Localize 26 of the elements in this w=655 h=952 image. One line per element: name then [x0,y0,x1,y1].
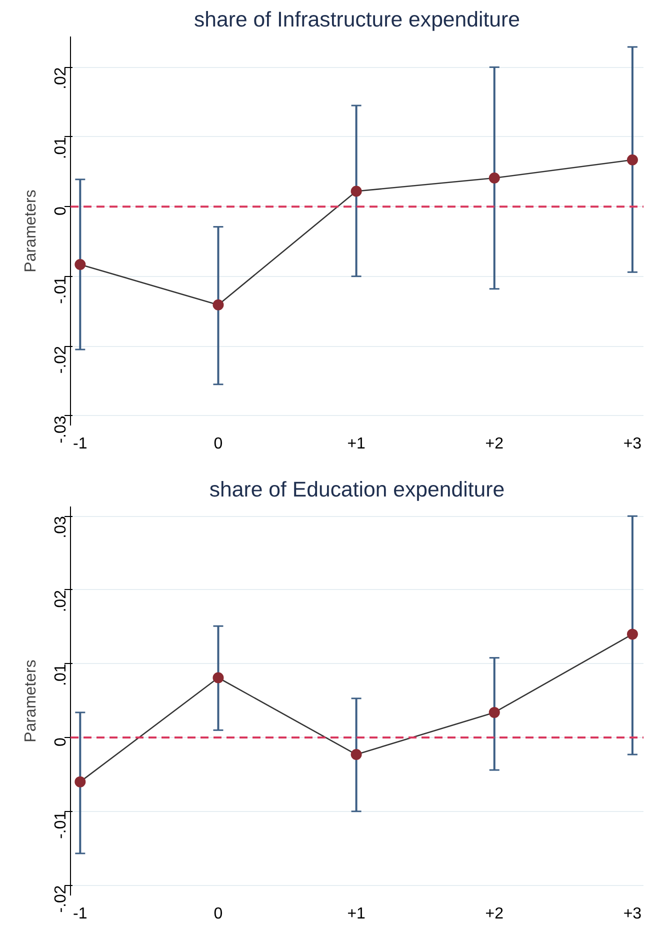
chart-title: share of Infrastructure expenditure [194,8,520,32]
x-tick-label: +3 [623,436,642,452]
y-tick-label: .01 [52,664,70,686]
y-tick-label: -.02 [52,885,70,913]
y-tick-label: .01 [52,136,70,160]
y-tick-label: 0 [52,206,70,216]
x-tick-label: +1 [347,906,366,922]
y-axis-title: Parameters [22,190,40,272]
chart-title: share of Education expenditure [209,478,505,502]
y-tick-label: -.02 [52,346,70,374]
x-tick-label: -1 [73,436,88,452]
y-tick-label: -.01 [52,811,70,839]
x-tick-label: 0 [214,436,223,452]
x-tick-label: +3 [623,906,642,922]
x-tick-label: +2 [485,436,504,452]
x-tick-label: -1 [73,906,88,922]
y-axis-title: Parameters [22,660,40,742]
y-tick-label: .02 [52,67,70,90]
y-tick-label: -.03 [52,416,70,444]
y-tick-label: .02 [52,590,70,612]
x-tick-label: 0 [214,906,223,922]
y-tick-label: .03 [52,516,70,538]
y-tick-label: 0 [52,737,70,746]
y-tick-label: -.01 [52,276,70,304]
x-tick-label: +1 [347,436,366,452]
x-tick-label: +2 [485,906,504,922]
